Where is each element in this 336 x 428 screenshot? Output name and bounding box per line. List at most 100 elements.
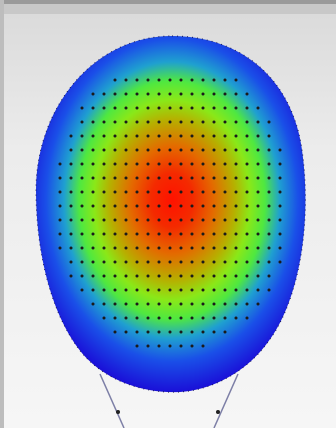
sensor-dot xyxy=(124,302,128,306)
sensor-dot xyxy=(212,176,216,180)
sensor-dot xyxy=(58,218,62,222)
sensor-dot xyxy=(146,232,150,236)
sensor-dot xyxy=(267,274,271,278)
sensor-dot xyxy=(146,246,150,250)
sensor-dot xyxy=(135,106,139,110)
sensor-dot xyxy=(212,190,216,194)
sensor-dot xyxy=(124,288,128,292)
sensor-dot xyxy=(256,232,260,236)
sensor-dot xyxy=(146,92,150,96)
sensor-dot xyxy=(168,302,172,306)
sensor-dot xyxy=(168,134,172,138)
sensor-dot xyxy=(113,246,117,250)
sensor-dot xyxy=(278,162,282,166)
sensor-dot xyxy=(157,78,161,82)
sensor-dot xyxy=(157,176,161,180)
sensor-dot xyxy=(146,218,150,222)
sensor-dot xyxy=(91,92,95,96)
sensor-dot xyxy=(256,260,260,264)
sensor-dot xyxy=(58,232,62,236)
sensor-dot xyxy=(124,92,128,96)
sensor-dot xyxy=(146,274,150,278)
sensor-dot xyxy=(80,246,84,250)
sensor-dot xyxy=(135,316,139,320)
sensor-dot xyxy=(113,148,117,152)
sensor-dot xyxy=(267,232,271,236)
sensor-dot xyxy=(157,316,161,320)
sensor-dot xyxy=(91,106,95,110)
sensor-dot xyxy=(146,106,150,110)
sensor-dot xyxy=(80,190,84,194)
sensor-dot xyxy=(245,288,249,292)
sensor-dot xyxy=(113,162,117,166)
sensor-dot xyxy=(245,190,249,194)
sensor-dot xyxy=(69,260,73,264)
sensor-dot xyxy=(157,162,161,166)
sensor-dot xyxy=(190,232,194,236)
sensor-dot xyxy=(124,232,128,236)
sensor-dot xyxy=(190,330,194,334)
sensor-dot xyxy=(190,274,194,278)
sensor-dot xyxy=(157,92,161,96)
sensor-dot xyxy=(157,232,161,236)
sensor-dot xyxy=(102,106,106,110)
sensor-dot xyxy=(102,218,106,222)
sensor-dot xyxy=(157,134,161,138)
sensor-dot xyxy=(223,190,227,194)
sensor-dot xyxy=(168,274,172,278)
sensor-dot xyxy=(267,134,271,138)
sensor-dot xyxy=(201,232,205,236)
sensor-dot xyxy=(146,260,150,264)
sensor-dot xyxy=(135,148,139,152)
sensor-dot xyxy=(102,162,106,166)
right-wire-node xyxy=(216,410,220,414)
sensor-dot xyxy=(102,134,106,138)
sensor-dot xyxy=(157,288,161,292)
sensor-dot xyxy=(91,260,95,264)
sensor-dot xyxy=(190,162,194,166)
sensor-dot xyxy=(234,218,238,222)
heat-region xyxy=(36,36,306,393)
sensor-dot xyxy=(256,204,260,208)
sensor-dot xyxy=(201,330,205,334)
sensor-dot xyxy=(201,92,205,96)
sensor-dot xyxy=(245,316,249,320)
sensor-dot xyxy=(80,148,84,152)
sensor-dot xyxy=(124,176,128,180)
sensor-dot xyxy=(256,120,260,124)
sensor-dot xyxy=(80,232,84,236)
sensor-dot xyxy=(91,288,95,292)
sensor-dot xyxy=(179,78,183,82)
sensor-dot xyxy=(113,274,117,278)
sensor-dot xyxy=(146,78,150,82)
sensor-dot xyxy=(102,246,106,250)
sensor-dot xyxy=(135,190,139,194)
sensor-dot xyxy=(179,316,183,320)
sensor-dot xyxy=(179,176,183,180)
sensor-dot xyxy=(223,78,227,82)
sensor-dot xyxy=(212,218,216,222)
sensor-dot xyxy=(190,316,194,320)
sensor-dot xyxy=(91,204,95,208)
sensor-dot xyxy=(212,148,216,152)
sensor-dot xyxy=(91,232,95,236)
sensor-dot xyxy=(146,190,150,194)
sensor-dot xyxy=(102,232,106,236)
sensor-dot xyxy=(69,204,73,208)
sensor-dot xyxy=(168,288,172,292)
sensor-dot xyxy=(278,246,282,250)
sensor-dot xyxy=(234,176,238,180)
sensor-dot xyxy=(69,232,73,236)
sensor-dot xyxy=(113,302,117,306)
sensor-dot xyxy=(113,316,117,320)
sensor-dot xyxy=(102,176,106,180)
sensor-dot xyxy=(223,120,227,124)
sensor-dot xyxy=(179,134,183,138)
sensor-dot xyxy=(256,246,260,250)
sensor-dot xyxy=(91,302,95,306)
sensor-dot xyxy=(102,92,106,96)
sensor-dot xyxy=(201,246,205,250)
sensor-dot xyxy=(201,190,205,194)
sensor-dot xyxy=(223,302,227,306)
